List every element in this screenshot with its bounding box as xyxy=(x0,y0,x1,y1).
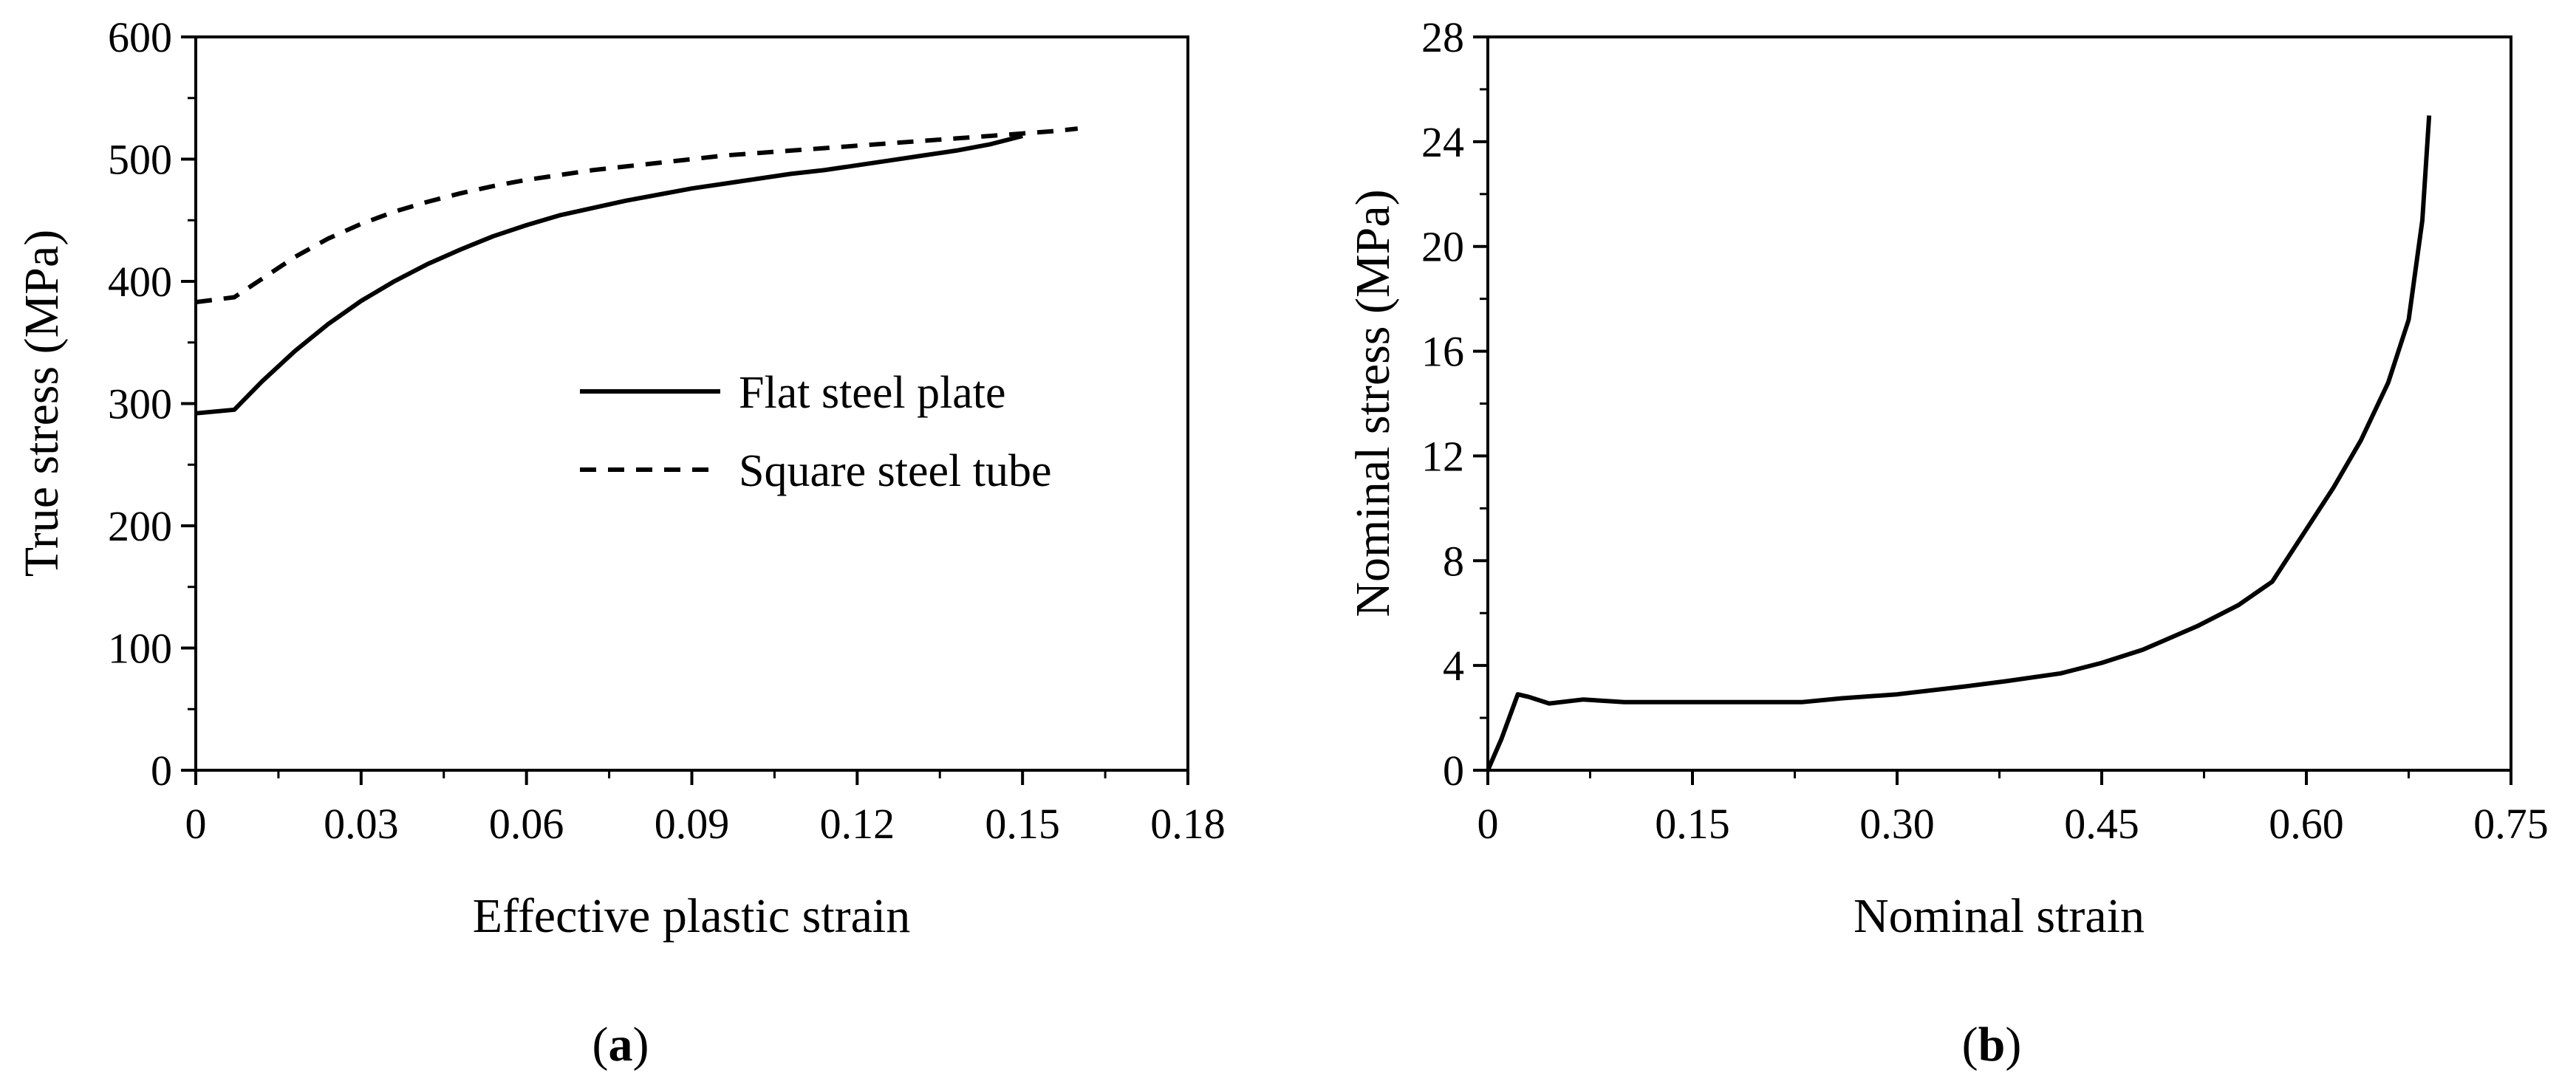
plot-b-lines xyxy=(1486,115,2432,772)
y-tick-label-a-1: 100 xyxy=(108,625,172,673)
y-tick-label-b-2: 8 xyxy=(1443,537,1464,585)
legend-a: Flat steel plate Square steel tube xyxy=(580,368,1052,496)
plot-frame-a xyxy=(194,35,1189,772)
y-tick-label-a-6: 600 xyxy=(108,13,172,61)
y-tick-label-a-2: 200 xyxy=(108,502,172,550)
x-tick-label-a-5: 0.15 xyxy=(985,800,1060,848)
x-tick-label-b-1: 0.15 xyxy=(1655,800,1730,848)
y-axis-title-a: True stress (MPa) xyxy=(15,230,69,577)
plot-frame-b xyxy=(1486,35,2512,772)
x-tick-label-a-1: 0.03 xyxy=(324,800,399,848)
x-tick-label-a-2: 0.06 xyxy=(489,800,564,848)
x-tick-label-a-3: 0.09 xyxy=(655,800,730,848)
panel-letter-b: b xyxy=(1978,1018,2006,1072)
x-tick-label-b-2: 0.30 xyxy=(1859,800,1935,848)
series-line-b-nominal-stress-strain xyxy=(1486,115,2432,772)
x-tick-label-b-0: 0 xyxy=(1477,800,1499,848)
tick-labels-b: 0 0.15 0.30 0.45 0.60 0.75 0 4 8 12 16 20 24 28 xyxy=(1421,13,2549,848)
y-tick-label-a-5: 500 xyxy=(108,136,172,184)
tick-labels-a: 0 0.03 0.06 0.09 0.12 0.15 0.18 0 100 200 300 400 50… xyxy=(108,13,1226,848)
y-tick-label-a-0: 0 xyxy=(151,747,172,795)
y-tick-label-b-0: 0 xyxy=(1443,747,1464,795)
y-tick-label-b-4: 16 xyxy=(1421,328,1464,376)
plot-a-lines xyxy=(195,126,1079,416)
y-tick-label-a-3: 300 xyxy=(108,380,172,428)
legend-label-flat-steel-plate: Flat steel plate xyxy=(739,368,1006,418)
panel-b: 0 0.15 0.30 0.45 0.60 0.75 0 4 8 12 16 20 24 28 Nomin… xyxy=(1346,13,2549,1072)
tick-marks-b xyxy=(1473,35,2512,785)
x-tick-label-b-4: 0.60 xyxy=(2269,800,2344,848)
tick-marks-a xyxy=(181,35,1189,785)
x-tick-label-b-3: 0.45 xyxy=(2064,800,2139,848)
x-axis-title-a: Effective plastic strain xyxy=(473,889,911,943)
x-axis-title-b: Nominal strain xyxy=(1854,889,2145,943)
y-tick-label-b-1: 4 xyxy=(1443,642,1464,690)
panel-label-b: (b) xyxy=(1962,1018,2022,1072)
panel-letter-a: a xyxy=(609,1018,633,1072)
y-axis-title-b: Nominal stress (MPa) xyxy=(1346,189,1400,617)
x-tick-label-a-6: 0.18 xyxy=(1150,800,1226,848)
y-tick-label-b-5: 20 xyxy=(1421,223,1464,271)
panel-a: 0 0.03 0.06 0.09 0.12 0.15 0.18 0 100 200 300 400 50… xyxy=(15,13,1226,1072)
panel-label-a: (a) xyxy=(592,1018,649,1072)
y-tick-label-b-3: 12 xyxy=(1421,432,1464,480)
y-tick-label-a-4: 400 xyxy=(108,258,172,306)
x-tick-label-a-0: 0 xyxy=(185,800,207,848)
y-tick-label-b-7: 28 xyxy=(1421,13,1464,61)
legend-label-square-steel-tube: Square steel tube xyxy=(739,446,1052,496)
series-line-a-flat-steel-plate xyxy=(195,134,1023,416)
x-tick-label-b-5: 0.75 xyxy=(2473,800,2549,848)
series-line-a-square-steel-tube xyxy=(195,126,1079,305)
y-tick-label-b-6: 24 xyxy=(1421,118,1464,166)
x-tick-label-a-4: 0.12 xyxy=(820,800,895,848)
